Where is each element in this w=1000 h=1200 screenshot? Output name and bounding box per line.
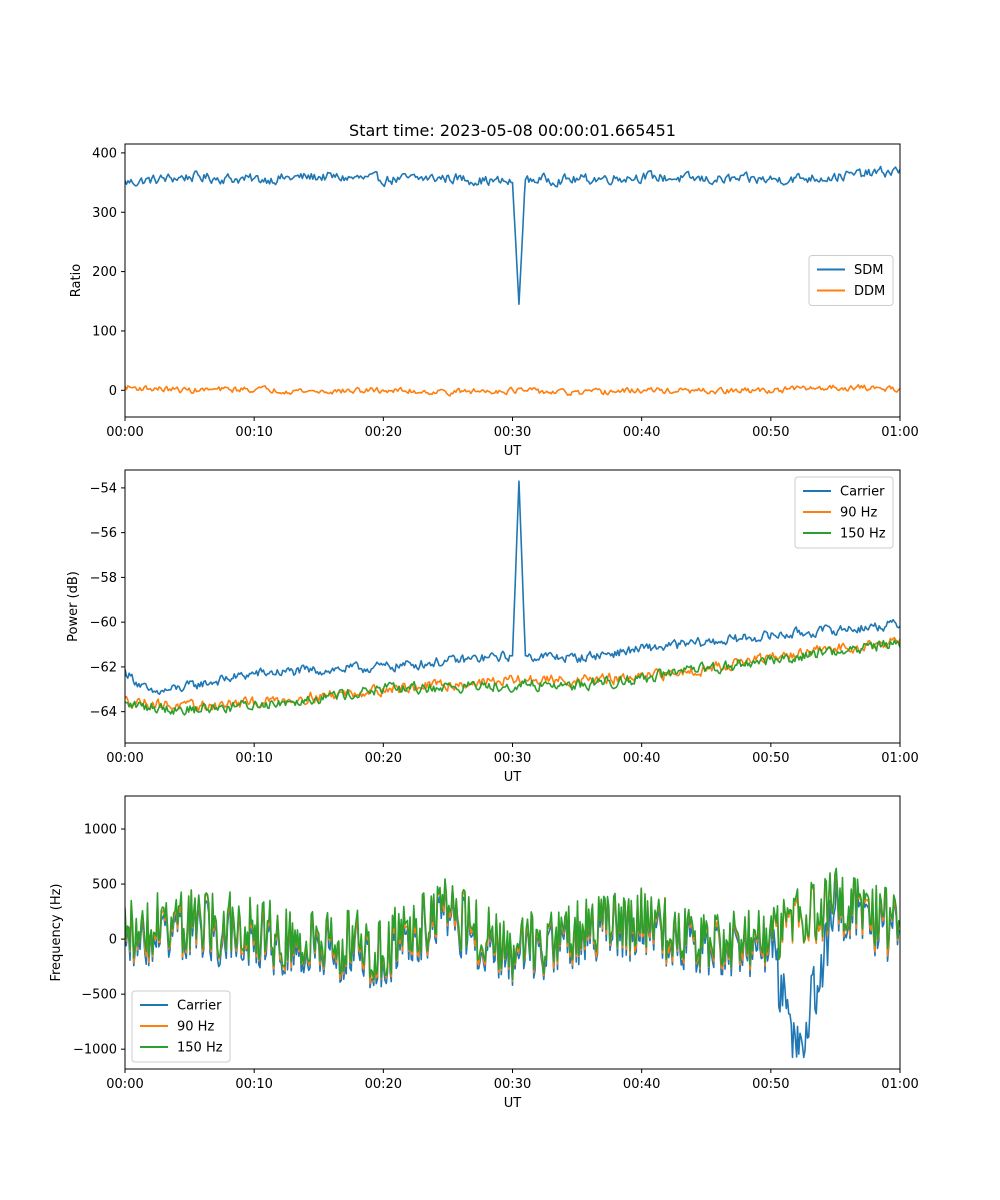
- y-tick-label: 0: [109, 384, 117, 399]
- series-line-carrier: [125, 480, 900, 695]
- y-tick-label: 400: [92, 146, 117, 161]
- legend-box: [794, 476, 894, 549]
- legend-label: Carrier: [177, 999, 222, 1014]
- x-axis-label: UT: [504, 1096, 522, 1111]
- x-tick-label: 00:10: [235, 751, 272, 766]
- legend-box: [131, 990, 231, 1063]
- y-tick-label: 1000: [84, 823, 117, 838]
- x-tick-label: 01:00: [881, 751, 918, 766]
- x-tick-label: 00:50: [752, 425, 789, 440]
- x-tick-label: 00:00: [106, 751, 143, 766]
- y-axis-label: Ratio: [69, 264, 84, 297]
- x-tick-label: 00:00: [106, 425, 143, 440]
- x-tick-label: 01:00: [881, 425, 918, 440]
- legend-label: 150 Hz: [840, 527, 886, 542]
- y-tick-label: −60: [90, 616, 117, 631]
- y-tick-label: −1000: [73, 1043, 117, 1058]
- legend-label: SDM: [854, 263, 883, 278]
- x-tick-label: 00:00: [106, 1077, 143, 1092]
- y-tick-label: −54: [90, 481, 117, 496]
- legend-label: 150 Hz: [177, 1041, 223, 1056]
- legend-label: 90 Hz: [177, 1020, 214, 1035]
- legend: SDM DDM: [808, 255, 894, 306]
- chart-title: Start time: 2023-05-08 00:00:01.665451: [349, 121, 676, 140]
- legend-box: [808, 255, 894, 306]
- y-tick-label: 0: [109, 933, 117, 948]
- subplot-2: 00:00 00:10 00:20 00:30 00:40 00:50 01:00 −64 −6…: [66, 469, 919, 785]
- x-tick-label: 00:40: [623, 751, 660, 766]
- series-line-150-hz: [125, 867, 900, 981]
- y-tick-label: −500: [81, 988, 117, 1003]
- y-tick-label: −62: [90, 660, 117, 675]
- y-tick-label: 500: [92, 878, 117, 893]
- x-tick-label: 00:30: [494, 751, 531, 766]
- x-tick-label: 00:20: [365, 751, 402, 766]
- x-tick-label: 00:20: [365, 425, 402, 440]
- y-tick-label: −64: [90, 705, 117, 720]
- series-line-ddm: [125, 383, 900, 397]
- legend-label: Carrier: [840, 485, 885, 500]
- y-tick-label: 100: [92, 324, 117, 339]
- x-tick-label: 00:10: [235, 1077, 272, 1092]
- x-tick-label: 00:50: [752, 751, 789, 766]
- y-tick-label: −56: [90, 526, 117, 541]
- x-tick-label: 00:10: [235, 425, 272, 440]
- series-line-150-hz: [125, 639, 900, 716]
- x-axis-label: UT: [504, 444, 522, 459]
- y-axis-label: Power (dB): [66, 571, 81, 642]
- y-axis-label: Frequency (Hz): [49, 883, 64, 981]
- legend: Carrier 90 Hz 150 Hz: [131, 990, 231, 1063]
- y-tick-label: 200: [92, 265, 117, 280]
- series-line-sdm: [125, 165, 900, 306]
- x-tick-label: 00:20: [365, 1077, 402, 1092]
- x-tick-label: 00:30: [494, 425, 531, 440]
- x-tick-label: 00:50: [752, 1077, 789, 1092]
- y-tick-label: 300: [92, 206, 117, 221]
- x-tick-label: 00:40: [623, 425, 660, 440]
- legend: Carrier 90 Hz 150 Hz: [794, 476, 894, 549]
- legend-label: DDM: [854, 284, 885, 299]
- legend-label: 90 Hz: [840, 506, 877, 521]
- x-axis-label: UT: [504, 770, 522, 785]
- y-tick-label: −58: [90, 571, 117, 586]
- x-tick-label: 00:40: [623, 1077, 660, 1092]
- x-tick-label: 00:30: [494, 1077, 531, 1092]
- x-tick-label: 01:00: [881, 1077, 918, 1092]
- subplot-3: 00:00 00:10 00:20 00:30 00:40 00:50 01:00 −1000…: [49, 795, 919, 1111]
- subplot-1: 00:00 00:10 00:20 00:30 00:40 00:50 01:00 0 100 2…: [69, 121, 919, 459]
